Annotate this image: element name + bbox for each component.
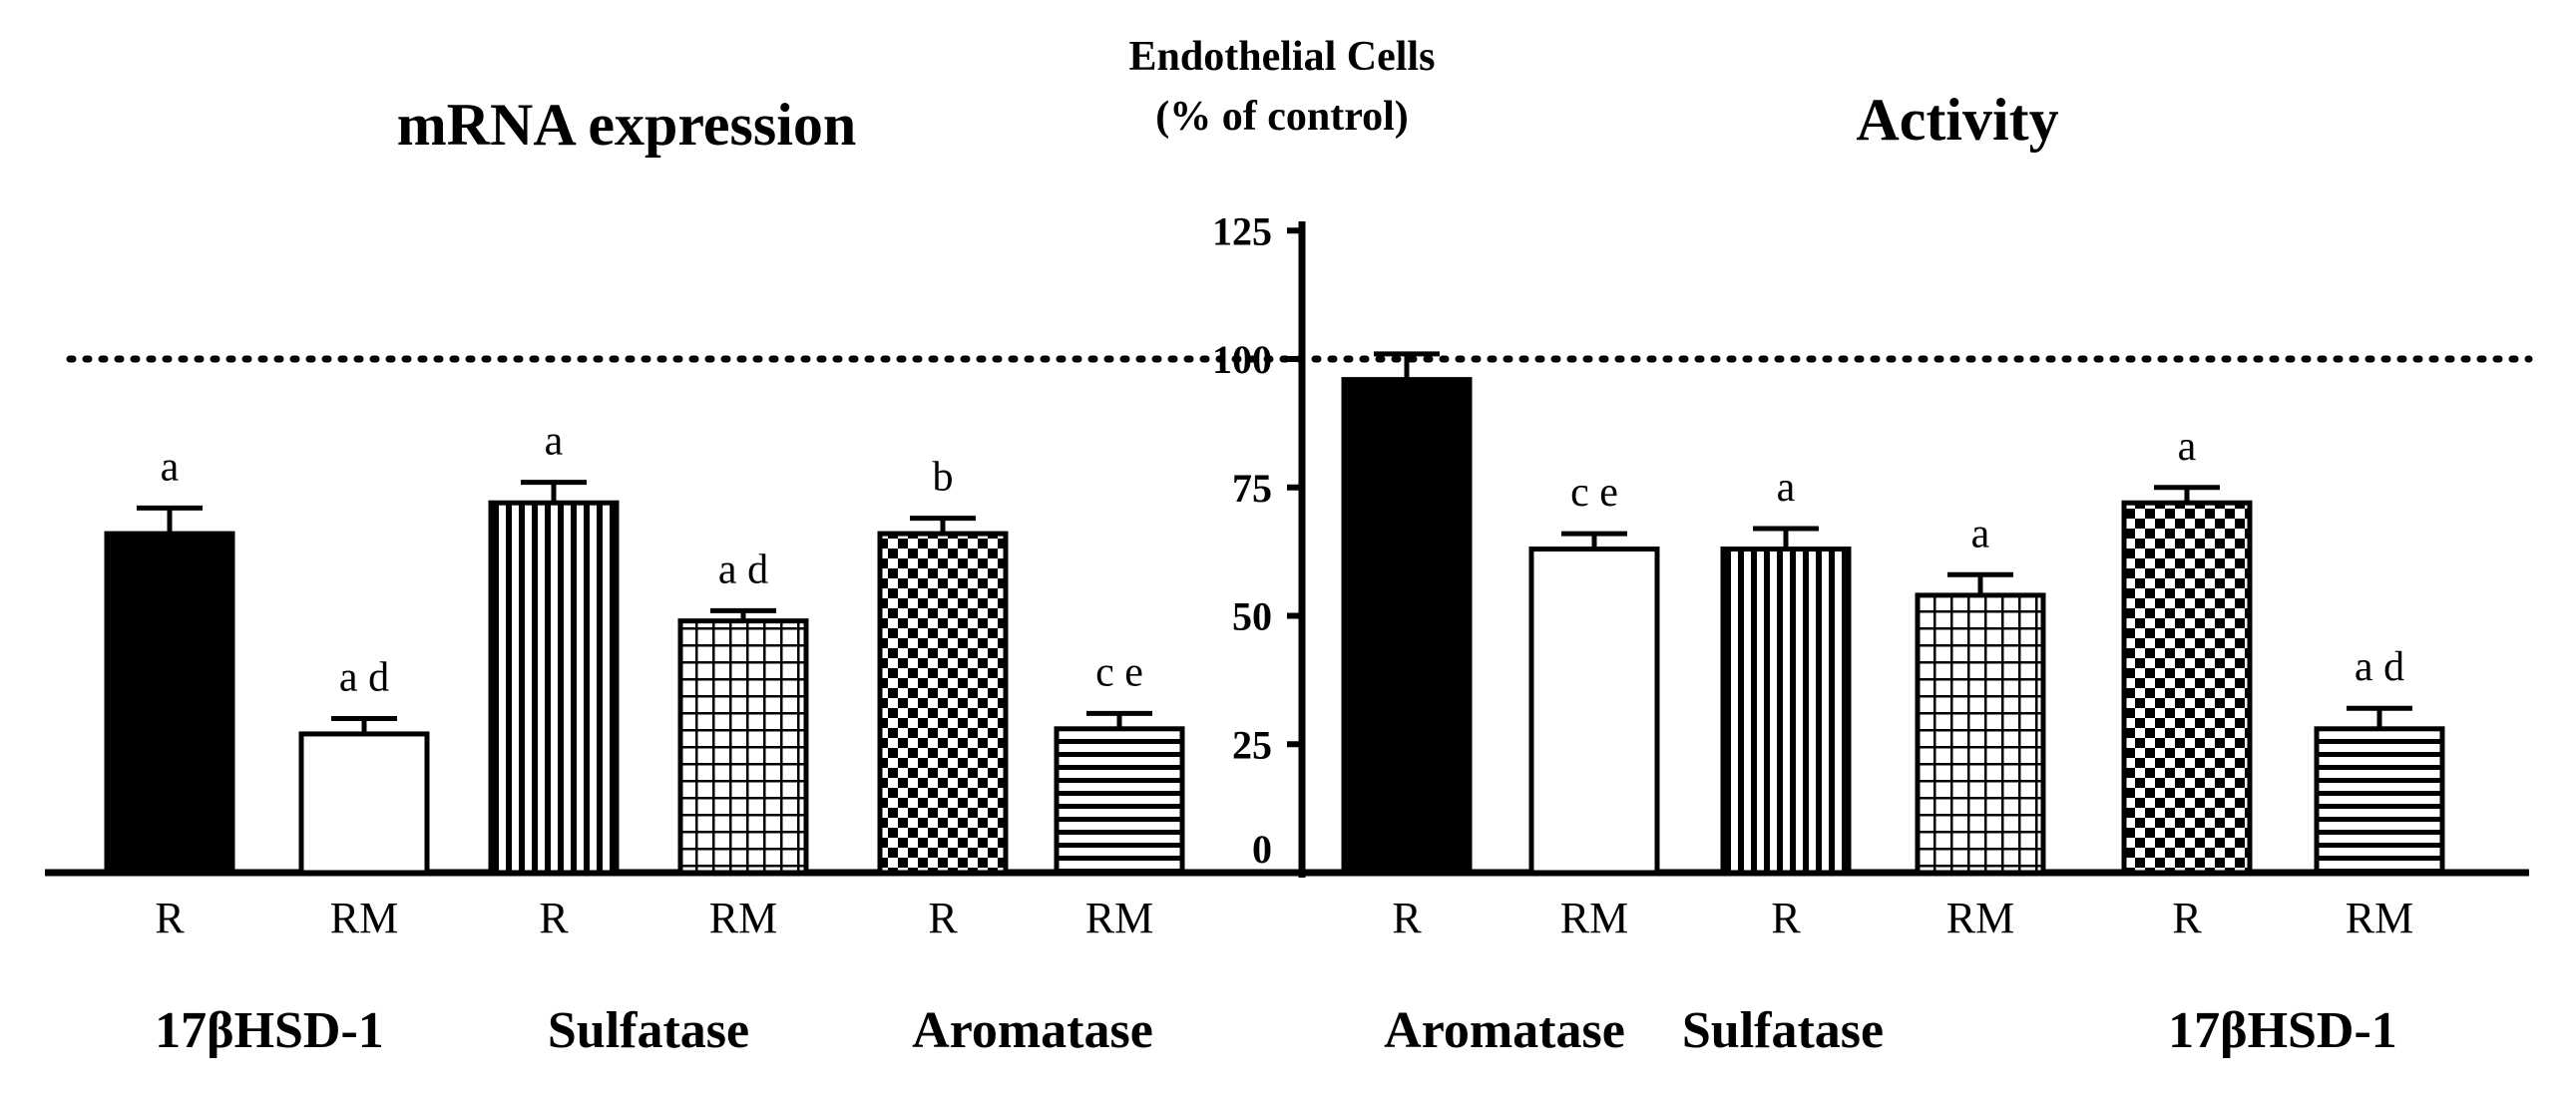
significance-label: a d <box>718 547 768 592</box>
bar <box>1341 377 1473 876</box>
group-labels: 17βHSD-1 Sulfatase Aromatase Aromatase Sulfa… <box>155 1002 2397 1059</box>
significance-label: a <box>1777 465 1796 511</box>
significance-label: a d <box>2355 644 2404 690</box>
y-tick-label: 25 <box>1232 722 1272 767</box>
significance-label: b <box>933 455 954 501</box>
category-label: R <box>2172 894 2202 942</box>
significance-label: a <box>1971 511 1990 556</box>
bar <box>1528 547 1660 876</box>
group-label: Aromatase <box>912 1002 1153 1059</box>
category-label: RM <box>1560 894 1628 942</box>
bar <box>488 500 620 876</box>
category-label: RM <box>709 894 777 942</box>
significance-label: c e <box>1095 649 1143 695</box>
y-tick-label: 125 <box>1212 208 1272 253</box>
bar <box>2314 726 2445 876</box>
category-label: RM <box>330 894 398 942</box>
group-label: Sulfatase <box>1682 1002 1884 1059</box>
bars: a a d a a d b c e c e a a a a d <box>104 351 2445 876</box>
y-tick-label: 50 <box>1232 594 1272 639</box>
group-label: 17βHSD-1 <box>2168 1002 2397 1059</box>
category-label: R <box>928 894 958 942</box>
category-label: R <box>539 894 569 942</box>
bar <box>1054 726 1185 876</box>
bar <box>298 731 430 876</box>
panel-title-activity: Activity <box>1856 87 2058 153</box>
y-tick-label: 0 <box>1252 827 1272 872</box>
y-tick-label: 100 <box>1212 337 1272 382</box>
bar <box>1720 547 1852 876</box>
category-label: RM <box>1946 894 2014 942</box>
group-label: Sulfatase <box>548 1002 749 1059</box>
category-label: R <box>155 894 185 942</box>
significance-label: a <box>545 419 564 465</box>
bar <box>677 618 809 876</box>
group-label: Aromatase <box>1384 1002 1625 1059</box>
axis-title-line1: Endothelial Cells <box>1129 34 1436 80</box>
y-axis-ticks: 0 25 50 75 100 125 <box>1212 208 1302 872</box>
category-label: RM <box>1085 894 1153 942</box>
y-tick-label: 75 <box>1232 466 1272 511</box>
category-label: RM <box>2346 894 2413 942</box>
bar <box>104 531 235 876</box>
category-labels: R RM R RM R RM R RM R RM R RM <box>155 894 2413 942</box>
axis-title-line2: (% of control) <box>1155 94 1409 140</box>
significance-label: a d <box>339 655 389 701</box>
category-label: R <box>1392 894 1422 942</box>
group-label: 17βHSD-1 <box>155 1002 384 1059</box>
significance-label: a <box>161 444 180 490</box>
bar <box>2121 500 2253 876</box>
significance-label: c e <box>1570 470 1618 516</box>
bar <box>877 531 1009 876</box>
panel-title-mrna: mRNA expression <box>397 92 857 158</box>
category-label: R <box>1771 894 1801 942</box>
significance-label: a <box>2178 424 2197 470</box>
bar <box>1915 592 2046 876</box>
